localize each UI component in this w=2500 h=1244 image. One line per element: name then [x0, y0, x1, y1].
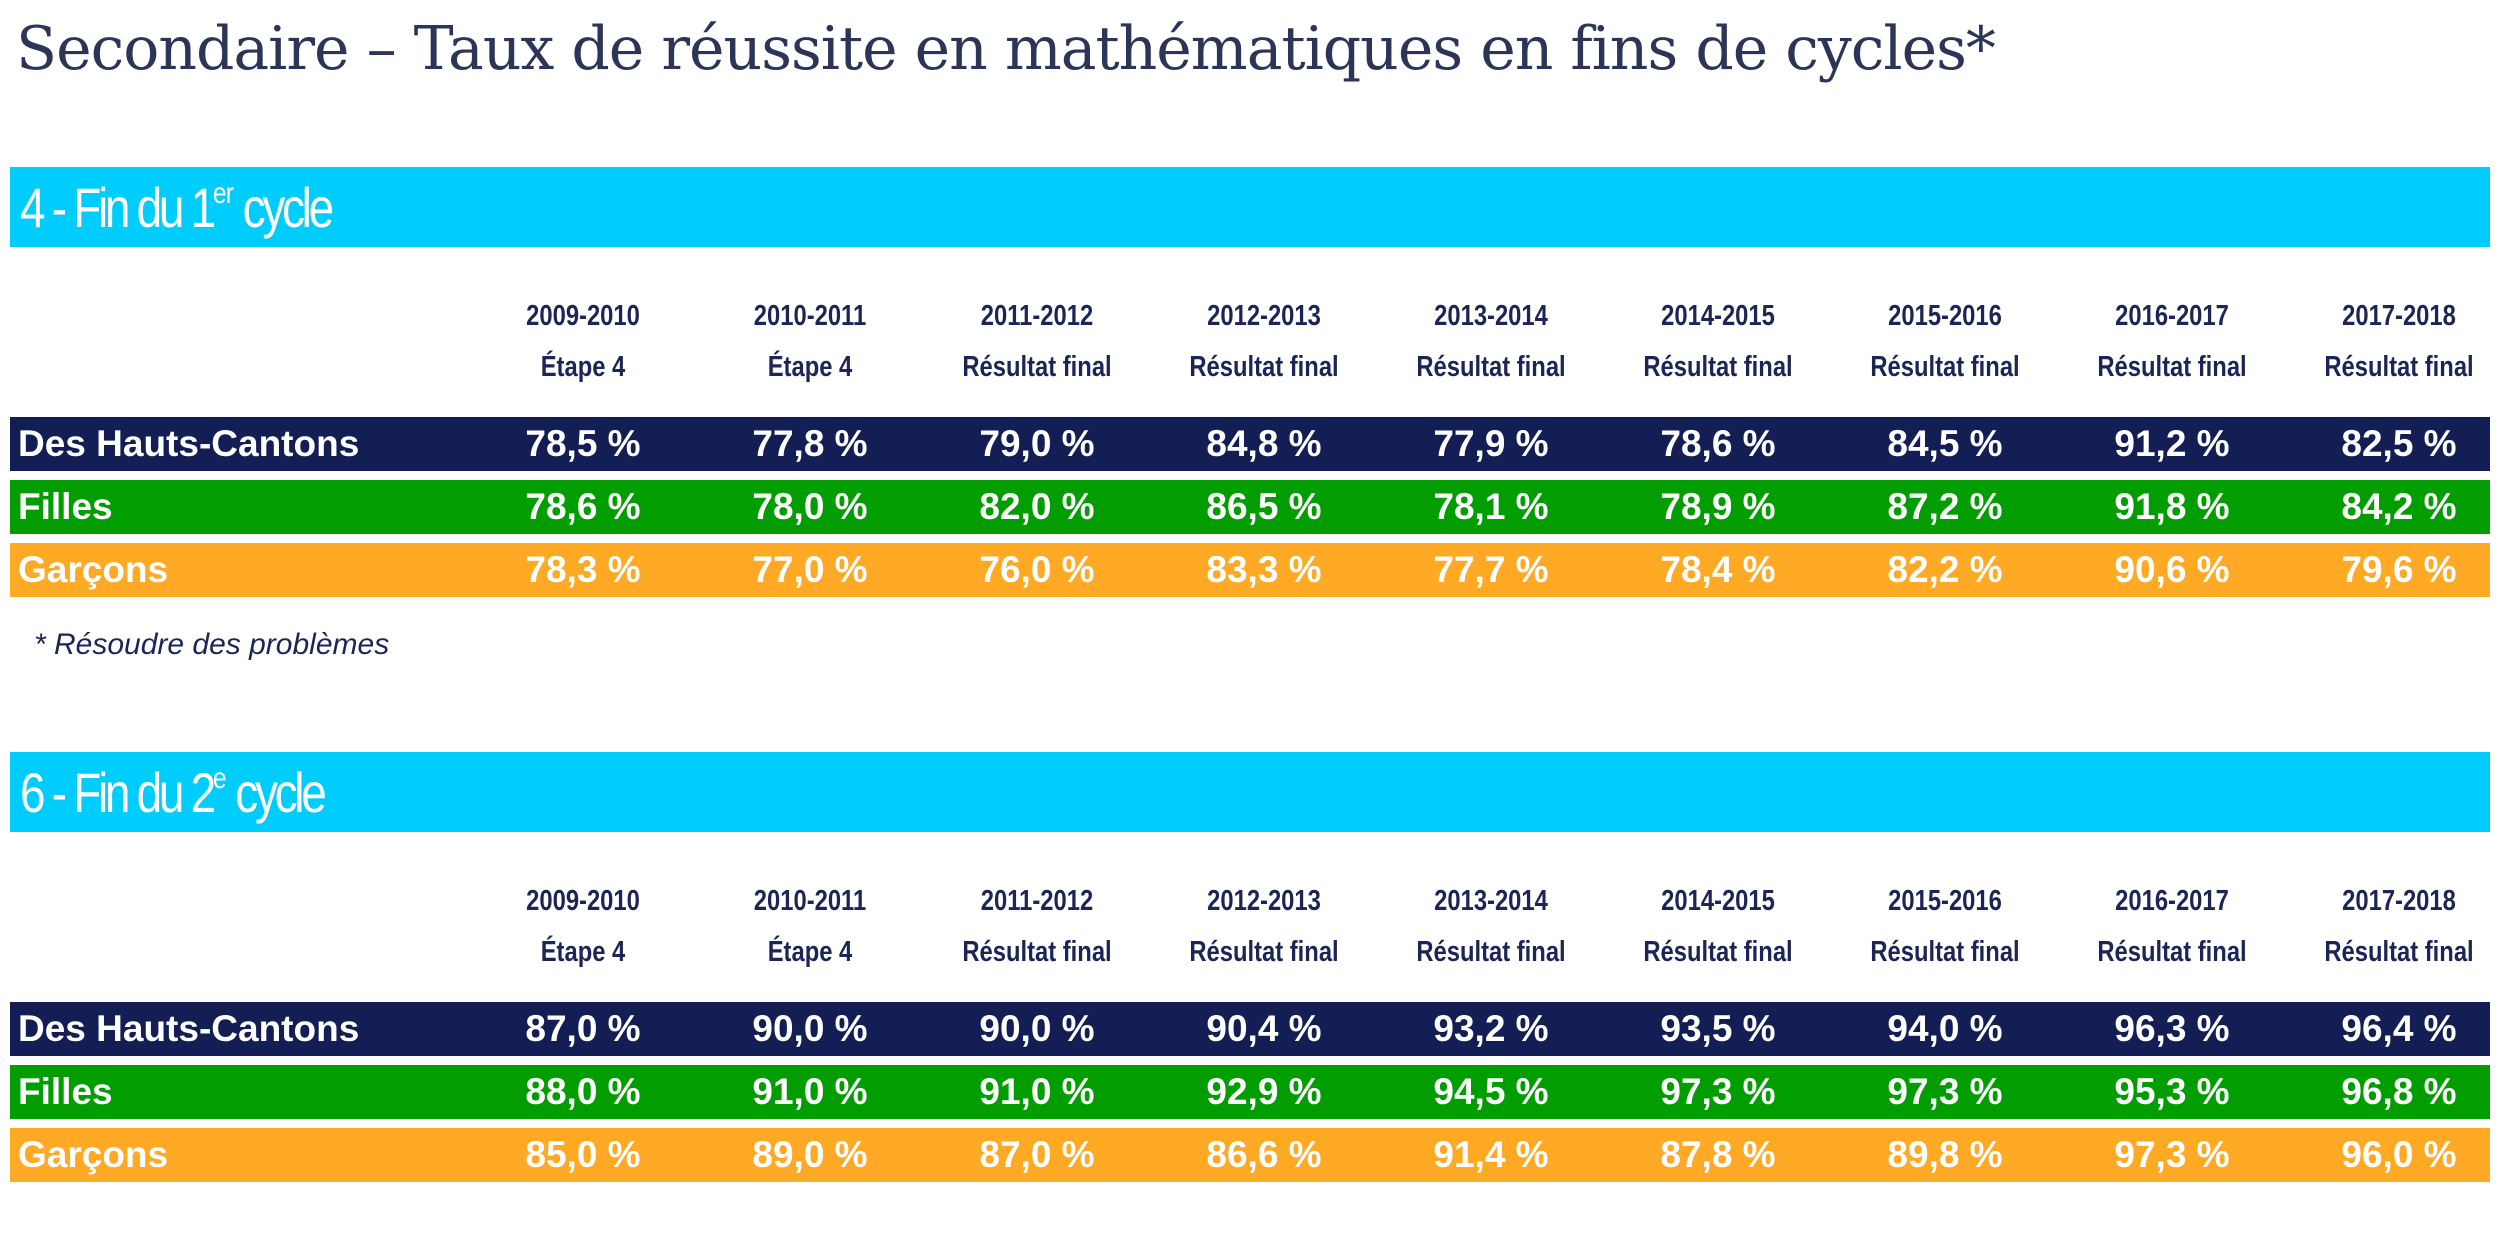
table-cell: 83,3 % [1206, 549, 1322, 590]
column-header: 2011-2012 Résultat final [962, 300, 1112, 383]
table-cell: 96,8 % [2341, 1071, 2457, 1112]
table-cell: 94,0 % [1887, 1008, 2003, 1049]
table-cell: 91,0 % [979, 1071, 1095, 1112]
column-header: 2014-2015 Résultat final [1643, 885, 1793, 968]
table-cell: 78,5 % [525, 423, 641, 464]
section-band: 6 - Fin du 2e cycle [10, 752, 2490, 832]
table-row-filles: Filles 88,0 % 91,0 % 91,0 % 92,9 % 94,5 … [10, 1065, 2490, 1119]
column-header: 2013-2014 Résultat final [1416, 300, 1566, 383]
table-cell: 89,8 % [1887, 1134, 2003, 1175]
table-row-total: Des Hauts-Cantons 87,0 % 90,0 % 90,0 % 9… [10, 1002, 2490, 1056]
table-row-filles: Filles 78,6 % 78,0 % 82,0 % 86,5 % 78,1 … [10, 480, 2490, 534]
table-cell: 97,3 % [2114, 1134, 2230, 1175]
column-header: 2012-2013 Résultat final [1189, 300, 1339, 383]
table-cell: 87,0 % [525, 1008, 641, 1049]
table-cell: 97,3 % [1887, 1071, 2003, 1112]
table-cell: 77,8 % [752, 423, 868, 464]
column-header: 2015-2016 Résultat final [1870, 300, 2020, 383]
table-cell: 91,4 % [1433, 1134, 1549, 1175]
table-cell: 87,8 % [1660, 1134, 1776, 1175]
table-cell: 93,2 % [1433, 1008, 1549, 1049]
table-cell: 90,4 % [1206, 1008, 1322, 1049]
table-cell: 84,2 % [2341, 486, 2457, 527]
table-cell: 77,7 % [1433, 549, 1549, 590]
table-cell: 96,3 % [2114, 1008, 2230, 1049]
table-cell: 82,0 % [979, 486, 1095, 527]
table-cell: 78,1 % [1433, 486, 1549, 527]
table-cell: 86,6 % [1206, 1134, 1322, 1175]
table-cell: 76,0 % [979, 549, 1095, 590]
table-cell: 90,0 % [752, 1008, 868, 1049]
table-cell: 82,5 % [2341, 423, 2457, 464]
table-cell: 89,0 % [752, 1134, 868, 1175]
table-cell: 94,5 % [1433, 1071, 1549, 1112]
table-cell: 85,0 % [525, 1134, 641, 1175]
table-cell: 96,0 % [2341, 1134, 2457, 1175]
column-header: 2009-2010 Étape 4 [526, 885, 640, 968]
table-row-garcons: Garçons 78,3 % 77,0 % 76,0 % 83,3 % 77,7… [10, 543, 2490, 597]
table-cell: 84,8 % [1206, 423, 1322, 464]
column-header: 2016-2017 Résultat final [2097, 300, 2247, 383]
row-label: Garçons [18, 549, 169, 590]
table-cell: 82,2 % [1887, 549, 2003, 590]
column-header: 2015-2016 Résultat final [1870, 885, 2020, 968]
table-cell: 84,5 % [1887, 423, 2003, 464]
table-cell: 77,9 % [1433, 423, 1549, 464]
table-cell: 87,0 % [979, 1134, 1095, 1175]
table-cell: 91,0 % [752, 1071, 868, 1112]
table-cell: 90,0 % [979, 1008, 1095, 1049]
table-cell: 78,6 % [525, 486, 641, 527]
row-label: Des Hauts-Cantons [18, 1008, 360, 1049]
table-cell: 97,3 % [1660, 1071, 1776, 1112]
table-cell: 86,5 % [1206, 486, 1322, 527]
table-cell: 92,9 % [1206, 1071, 1322, 1112]
footnote: * Résoudre des problèmes [34, 628, 390, 661]
table-cell: 79,6 % [2341, 549, 2457, 590]
table-cell: 78,0 % [752, 486, 868, 527]
row-label: Garçons [18, 1134, 169, 1175]
table-cell: 91,2 % [2114, 423, 2230, 464]
column-header: 2017-2018 Résultat final [2324, 300, 2474, 383]
column-header: 2014-2015 Résultat final [1643, 300, 1793, 383]
table-cell: 87,2 % [1887, 486, 2003, 527]
table-cell: 77,0 % [752, 549, 868, 590]
table-cell: 78,9 % [1660, 486, 1776, 527]
table-cell: 93,5 % [1660, 1008, 1776, 1049]
row-label: Filles [18, 486, 113, 527]
table-cell: 95,3 % [2114, 1071, 2230, 1112]
column-header: 2013-2014 Résultat final [1416, 885, 1566, 968]
table-cell: 78,6 % [1660, 423, 1776, 464]
row-label: Filles [18, 1071, 113, 1112]
table-cell: 79,0 % [979, 423, 1095, 464]
table-cell: 90,6 % [2114, 549, 2230, 590]
column-header: 2009-2010 Étape 4 [526, 300, 640, 383]
table-cell: 88,0 % [525, 1071, 641, 1112]
section-title: 4 - Fin du 1er cycle [20, 176, 334, 239]
table-cell: 96,4 % [2341, 1008, 2457, 1049]
table-row-total: Des Hauts-Cantons 78,5 % 77,8 % 79,0 % 8… [10, 417, 2490, 471]
column-header: 2017-2018 Résultat final [2324, 885, 2474, 968]
table-cell: 78,4 % [1660, 549, 1776, 590]
page-title: Secondaire – Taux de réussite en mathéma… [16, 14, 1996, 84]
table-cell: 91,8 % [2114, 486, 2230, 527]
table-row-garcons: Garçons 85,0 % 89,0 % 87,0 % 86,6 % 91,4… [10, 1128, 2490, 1182]
column-header: 2010-2011 Étape 4 [753, 300, 867, 383]
section-title: 6 - Fin du 2e cycle [20, 761, 327, 824]
column-header: 2011-2012 Résultat final [962, 885, 1112, 968]
column-header: 2012-2013 Résultat final [1189, 885, 1339, 968]
row-label: Des Hauts-Cantons [18, 423, 360, 464]
column-header: 2016-2017 Résultat final [2097, 885, 2247, 968]
section-band: 4 - Fin du 1er cycle [10, 167, 2490, 247]
column-header: 2010-2011 Étape 4 [753, 885, 867, 968]
table-cell: 78,3 % [525, 549, 641, 590]
